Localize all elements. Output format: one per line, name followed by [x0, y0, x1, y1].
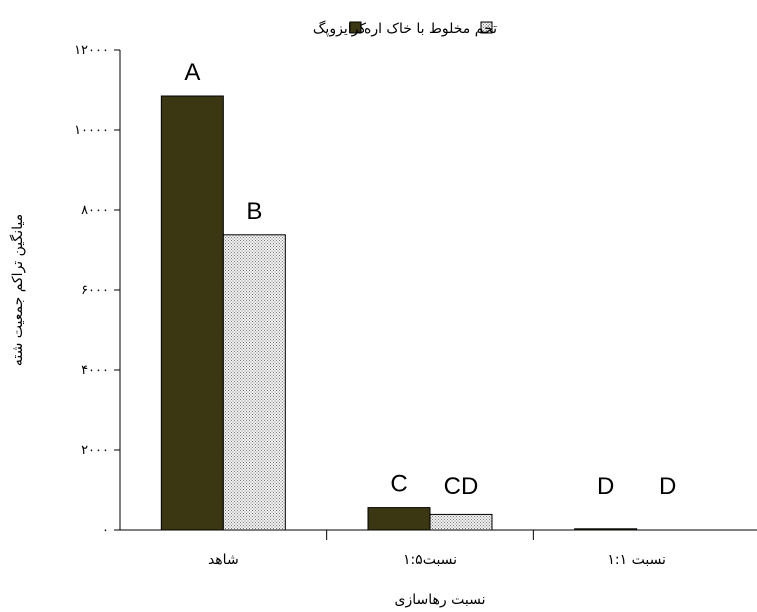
x-tick-label: نسبت ۱:۱: [607, 552, 666, 568]
significance-label: B: [246, 198, 262, 225]
bar-1-2: [368, 508, 430, 530]
y-tick-label: ۱۰۰۰۰: [74, 123, 109, 138]
y-tick-label: ۶۰۰۰: [81, 283, 109, 298]
legend-label-series-1: کرایزوپگ: [313, 20, 366, 37]
bar-2-1: [223, 235, 285, 530]
bar-1-1: [161, 96, 223, 530]
y-tick-label: ۱۲۰۰۰: [74, 43, 109, 58]
x-tick-label: نسبت۱:۵: [403, 552, 457, 568]
significance-label: C: [390, 471, 407, 498]
legend: کرایزوپگ تخم مخلوط با خاک اره: [313, 20, 497, 37]
significance-label: A: [184, 59, 200, 86]
x-tick-label: شاهد: [208, 552, 239, 568]
y-tick-label: ۸۰۰۰: [81, 203, 109, 218]
legend-label-series-2: تخم مخلوط با خاک اره: [364, 21, 497, 37]
significance-label: D: [659, 473, 676, 500]
y-axis-title: میانگین تراکم جمعیت شته: [9, 214, 26, 366]
bar-2-2: [430, 514, 492, 530]
x-axis-title: نسبت رهاسازی: [395, 592, 486, 608]
bar-1-3: [575, 529, 637, 530]
significance-label: CD: [444, 473, 479, 500]
significance-label: D: [597, 473, 614, 500]
plot-area: ۰ ۲۰۰۰ ۴۰۰۰ ۶۰۰۰ ۸۰۰۰ ۱۰۰۰۰ ۱۲۰۰۰ شاهد A B نسبت۱:۵…: [74, 43, 757, 568]
y-tick-label: ۰: [102, 523, 109, 538]
y-tick-label: ۲۰۰۰: [81, 443, 109, 458]
y-tick-label: ۴۰۰۰: [81, 363, 109, 378]
